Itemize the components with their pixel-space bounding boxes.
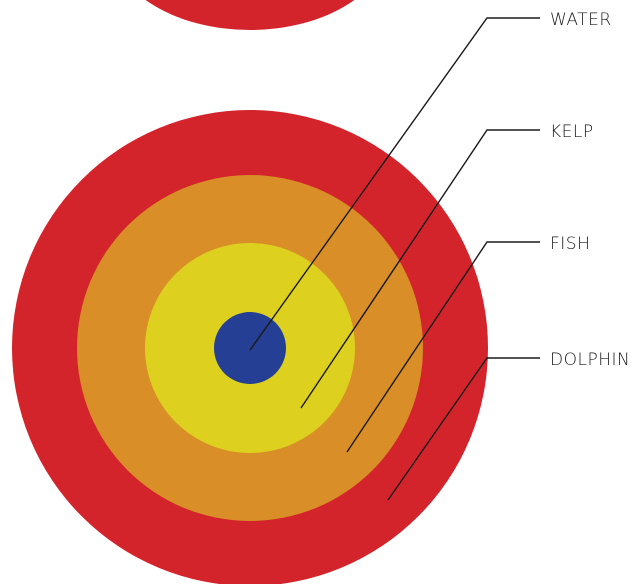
water-leader-line — [249, 17, 540, 351]
kelp-leader-line — [300, 129, 540, 409]
fish-leader-line — [346, 241, 540, 453]
kelp-label: KELP — [550, 122, 594, 142]
dolphin-label: DOLPHIN — [550, 350, 630, 370]
top-cropped-circle — [145, 0, 355, 30]
dolphin-leader-line — [387, 357, 540, 501]
fish-label: FISH — [550, 234, 590, 254]
water-label: WATER — [550, 10, 612, 30]
water-core — [214, 312, 286, 384]
